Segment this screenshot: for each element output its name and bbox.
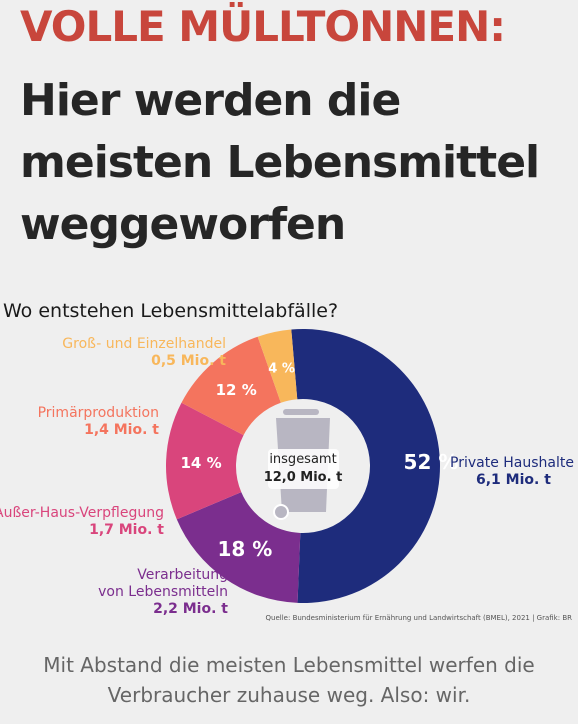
page-title: Hier werden die meisten Lebensmittel weg…: [20, 70, 570, 256]
legend-label-handel: Groß- und Einzelhandel 0,5 Mio. t: [62, 336, 226, 370]
slice-value: 1,4 Mio. t: [84, 422, 159, 438]
slice-percent-label: 18 %: [218, 537, 273, 561]
slice-name: Private Haushalte: [450, 455, 574, 471]
legend-label-verarbeitung: Verarbeitung von Lebensmitteln 2,2 Mio. …: [98, 567, 228, 618]
caption-line: Verbraucher zuhause weg. Also: wir.: [107, 683, 471, 707]
slice-value: 2,2 Mio. t: [153, 601, 228, 617]
donut-slice: [166, 402, 244, 520]
trash-bin-icon: [268, 409, 339, 520]
donut-slice: [257, 329, 298, 403]
slice-name: Groß- und Einzelhandel: [62, 336, 226, 352]
chart-title: Wo entstehen Lebensmittelabfälle?: [3, 300, 339, 322]
slice-percent-label: 52 %: [404, 450, 459, 474]
center-label: insgesamt: [269, 452, 336, 467]
caption: Mit Abstand die meisten Lebensmittel wer…: [0, 650, 578, 710]
source-note: Quelle: Bundesministerium für Ernährung …: [265, 614, 572, 622]
legend-label-private-haushalte: Private Haushalte 6,1 Mio. t: [450, 455, 574, 489]
slice-value: 0,5 Mio. t: [151, 353, 226, 369]
legend-label-ausser-haus: Außer-Haus-Verpflegung 1,7 Mio. t: [0, 505, 164, 539]
legend-label-primaerproduktion: Primärproduktion 1,4 Mio. t: [38, 405, 159, 439]
center-value: 12,0 Mio. t: [264, 470, 343, 485]
caption-line: Mit Abstand die meisten Lebensmittel wer…: [43, 653, 535, 677]
donut-slice: [176, 492, 301, 603]
headline: VOLLE MÜLLTONNEN:: [20, 2, 506, 51]
title-line: weggeworfen: [20, 199, 346, 250]
slice-value: 6,1 Mio. t: [476, 472, 551, 488]
slice-name: Verarbeitung: [137, 567, 228, 583]
slice-name: von Lebensmitteln: [98, 584, 228, 600]
donut-percent-labels: 52 % 18 % 14 % 12 % 4 %: [181, 361, 459, 561]
donut-slice: [291, 329, 440, 604]
slice-percent-label: 12 %: [216, 381, 257, 399]
slice-name: Primärproduktion: [37, 405, 159, 421]
title-line: meisten Lebensmittel: [20, 137, 540, 188]
donut-slices: [166, 329, 440, 604]
title-line: Hier werden die: [20, 75, 401, 126]
slice-percent-label: 14 %: [181, 454, 222, 472]
slice-value: 1,7 Mio. t: [89, 522, 164, 538]
slice-name: Außer-Haus-Verpflegung: [0, 505, 164, 521]
donut-slice: [181, 336, 281, 436]
slice-percent-label: 4 %: [268, 361, 295, 376]
